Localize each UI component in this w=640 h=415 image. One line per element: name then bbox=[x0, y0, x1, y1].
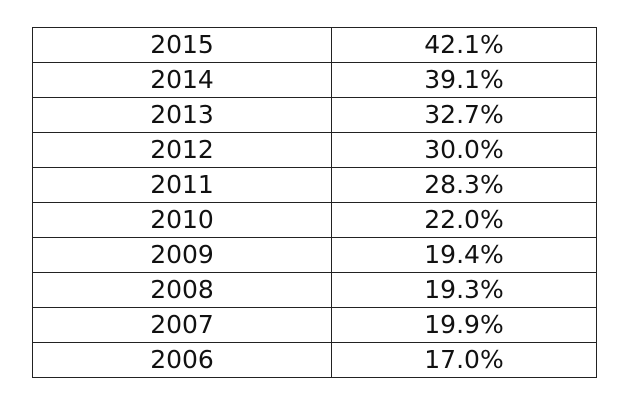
value-cell: 39.1% bbox=[331, 62, 597, 98]
value-cell: 17.0% bbox=[331, 342, 597, 378]
year-cell: 2012 bbox=[32, 132, 332, 168]
table-row: 2015 42.1% bbox=[32, 27, 597, 63]
year-cell: 2008 bbox=[32, 272, 332, 308]
value-cell: 22.0% bbox=[331, 202, 597, 238]
value-cell: 28.3% bbox=[331, 167, 597, 203]
year-cell: 2013 bbox=[32, 97, 332, 133]
table-row: 2012 30.0% bbox=[32, 132, 597, 168]
table-body: 2015 42.1% 2014 39.1% 2013 32.7% 2012 30.0% 2011… bbox=[32, 27, 597, 378]
value-cell: 32.7% bbox=[331, 97, 597, 133]
value-cell: 19.3% bbox=[331, 272, 597, 308]
year-cell: 2006 bbox=[32, 342, 332, 378]
table-row: 2007 19.9% bbox=[32, 307, 597, 343]
table-row: 2009 19.4% bbox=[32, 237, 597, 273]
value-cell: 19.4% bbox=[331, 237, 597, 273]
year-cell: 2014 bbox=[32, 62, 332, 98]
table-row: 2011 28.3% bbox=[32, 167, 597, 203]
year-cell: 2011 bbox=[32, 167, 332, 203]
value-cell: 42.1% bbox=[331, 27, 597, 63]
data-table: 2015 42.1% 2014 39.1% 2013 32.7% 2012 30.0% 2011… bbox=[32, 27, 597, 378]
table-row: 2010 22.0% bbox=[32, 202, 597, 238]
year-cell: 2015 bbox=[32, 27, 332, 63]
table-row: 2013 32.7% bbox=[32, 97, 597, 133]
year-cell: 2009 bbox=[32, 237, 332, 273]
table-row: 2014 39.1% bbox=[32, 62, 597, 98]
year-cell: 2007 bbox=[32, 307, 332, 343]
table-row: 2006 17.0% bbox=[32, 342, 597, 378]
value-cell: 19.9% bbox=[331, 307, 597, 343]
year-cell: 2010 bbox=[32, 202, 332, 238]
table-row: 2008 19.3% bbox=[32, 272, 597, 308]
value-cell: 30.0% bbox=[331, 132, 597, 168]
